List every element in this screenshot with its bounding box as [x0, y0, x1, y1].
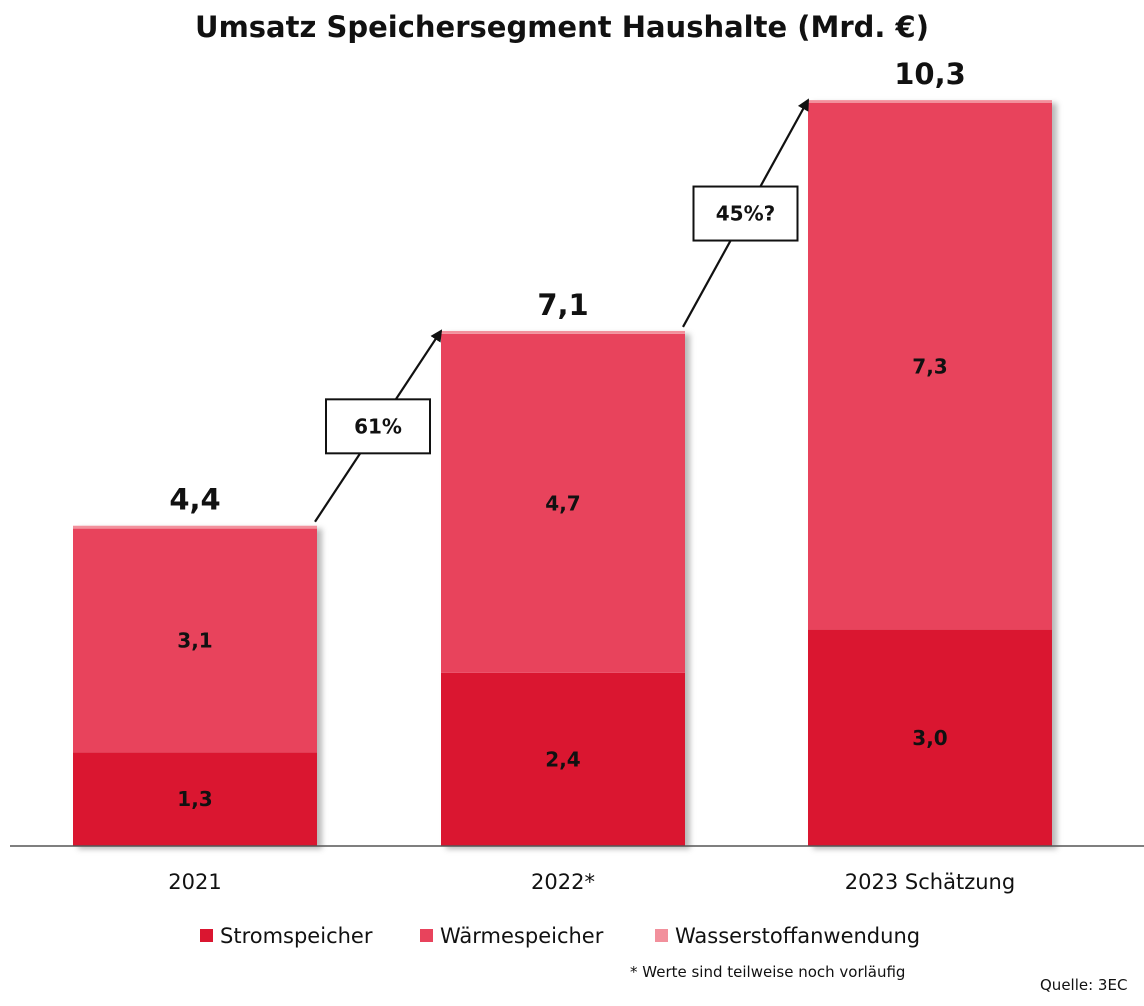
- legend: Stromspeicher Wärmespeicher Wasserstoffanw…: [200, 924, 920, 948]
- growth-label-box: [325, 398, 431, 455]
- growth-label: 45%?: [716, 202, 775, 226]
- total-value-label: 7,1: [537, 288, 588, 322]
- legend-label: Stromspeicher: [220, 924, 373, 948]
- labels-layer: 1,3 3,1 4,4 2021 2,4 4,7 7,1 2022* 3,0 7,3 10,3 202…: [168, 57, 1015, 894]
- legend-swatch: [420, 929, 433, 942]
- segment-value-label: 7,3: [912, 354, 947, 378]
- footnote: * Werte sind teilweise noch vorläufig: [630, 963, 905, 981]
- legend-swatch: [655, 929, 668, 942]
- segment-value-label: 2,4: [545, 747, 580, 771]
- growth-label: 61%: [354, 414, 402, 438]
- bar-segment-stromspeicher: [73, 752, 317, 846]
- source-note: Quelle: 3EC: [1040, 976, 1127, 994]
- bar-segment-wasserstoffanwendung: [808, 100, 1052, 103]
- bars-layer: [73, 100, 1052, 846]
- legend-swatch: [200, 929, 213, 942]
- growth-arrows-layer: 61% 45%?: [314, 98, 809, 523]
- bar-segment-wärmespeicher: [441, 333, 685, 673]
- category-label: 2022*: [531, 870, 595, 894]
- segment-value-label: 3,1: [177, 628, 212, 652]
- legend-label: Wärmespeicher: [440, 924, 604, 948]
- category-label: 2021: [168, 870, 221, 894]
- total-value-label: 4,4: [169, 483, 220, 517]
- bar-segment-wärmespeicher: [808, 103, 1052, 630]
- bar-segment-wasserstoffanwendung: [73, 525, 317, 529]
- category-label: 2023 Schätzung: [845, 870, 1015, 894]
- segment-value-label: 1,3: [177, 787, 212, 811]
- chart-title: Umsatz Speichersegment Haushalte (Mrd. €…: [195, 10, 929, 44]
- segment-value-label: 4,7: [545, 491, 580, 515]
- bar-segment-stromspeicher: [441, 672, 685, 846]
- total-value-label: 10,3: [894, 57, 966, 91]
- segment-value-label: 3,0: [912, 726, 947, 750]
- bar-segment-wasserstoffanwendung: [441, 330, 685, 334]
- bar-segment-wärmespeicher: [73, 528, 317, 753]
- growth-label-box: [692, 185, 799, 242]
- legend-label: Wasserstoffanwendung: [675, 924, 920, 948]
- bar-segment-stromspeicher: [808, 629, 1052, 846]
